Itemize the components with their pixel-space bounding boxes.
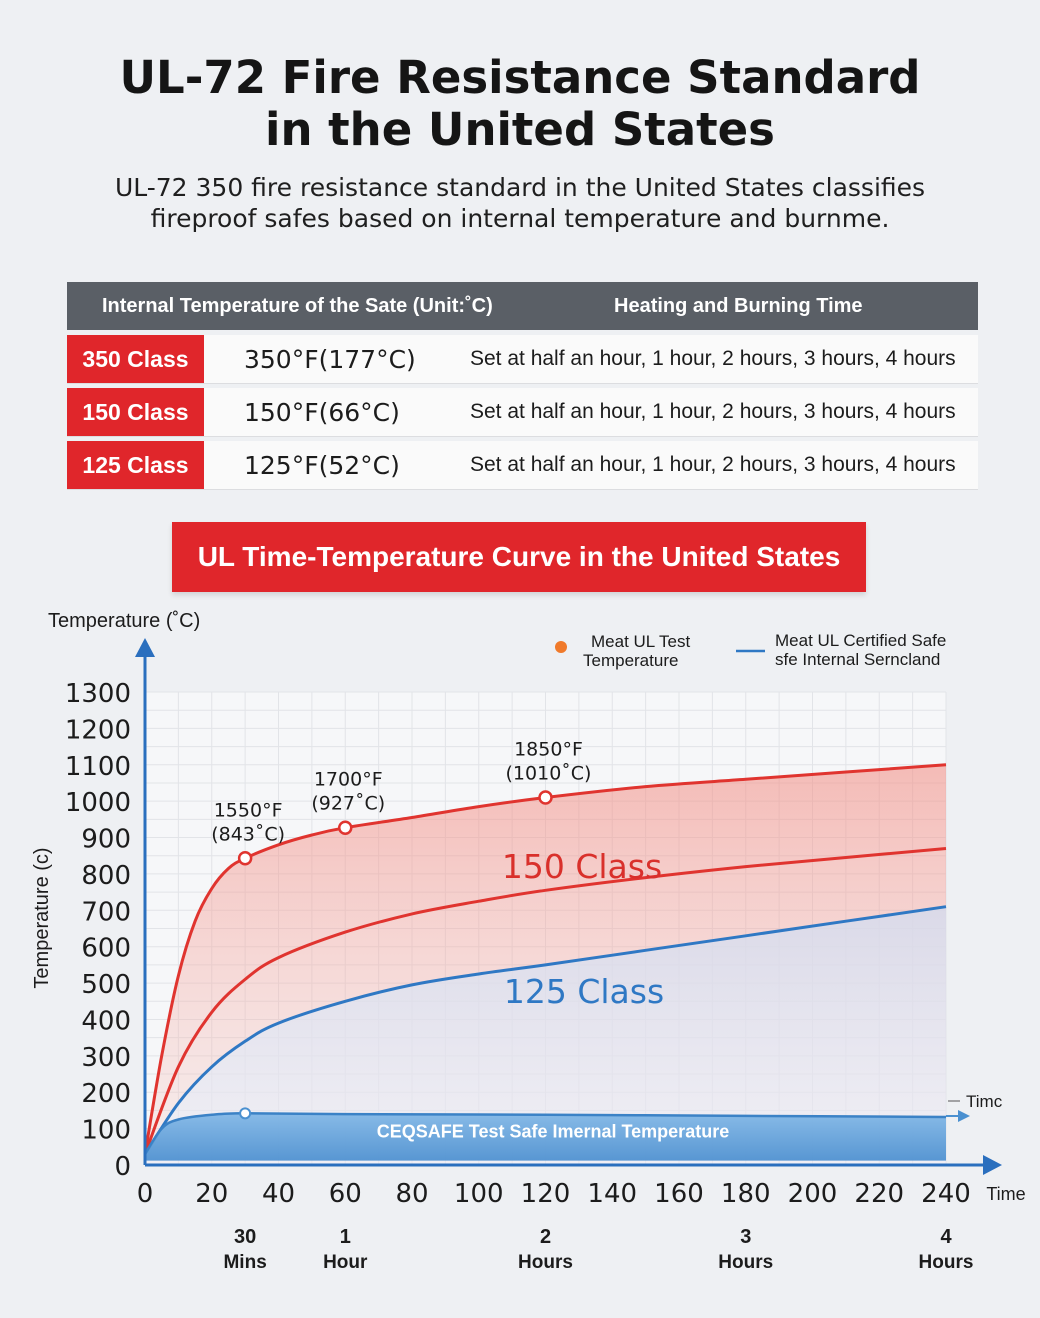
y-tick-label: 800 [81,861,131,891]
title-line-2: in the United States [265,103,775,156]
table-header-temperature: Internal Temperature of the Sate (Unit:˚… [102,294,493,317]
class-temperature: 125°F(52°C) [244,450,400,480]
class-table: Internal Temperature of the Sate (Unit:˚… [67,282,978,489]
internal-temperature-line [143,1112,947,1155]
legend-item-1-line1: Meat UL Test [591,632,690,651]
internal-temperature-band [145,1113,946,1161]
subtitle-line-2: fireproof safes based on internal temper… [150,204,890,233]
x-tick-label: 60 [329,1179,362,1209]
x-axis-title: Time [986,1184,1025,1204]
hour-mark-unit: Hour [323,1252,368,1273]
legend-item-1-line2: Temperature [583,651,678,670]
x-tick-label: 220 [854,1179,904,1209]
hour-mark-unit: Mins [223,1252,266,1273]
x-tick-label: 120 [521,1179,571,1209]
hour-mark-number: 3 [740,1226,751,1248]
class-badge: 125 Class [67,441,204,489]
table-row-125: 125 Class 125°F(52°C) Set at half an hou… [67,441,978,489]
annotation-marker [338,820,353,835]
internal-temperature-marker [239,1107,252,1120]
time-arrow-label: Timc [966,1092,1003,1111]
y-tick-label: 200 [81,1079,131,1109]
class-time: Set at half an hour, 1 hour, 2 hours, 3 … [470,400,956,423]
table-row-350: 350 Class 350°F(177°C) Set at half an ho… [67,335,978,383]
legend-item-2-line1: Meat UL Certified Safe [775,631,946,650]
annotation-marker [538,790,553,805]
hour-mark-number: 2 [540,1226,551,1248]
y-tick-label: 1200 [65,715,131,745]
y-tick-label: 100 [81,1116,131,1146]
title-line-1: UL-72 Fire Resistance Standard [119,51,921,104]
page-subtitle: UL-72 350 fire resistance standard in th… [0,172,1040,234]
annotation-celsius: (1010˚C) [506,763,592,785]
class-badge: 150 Class [67,388,204,436]
x-tick-label: 0 [137,1179,154,1209]
x-axis-arrow [983,1155,1002,1175]
series-label-125-class: 125 Class [504,972,664,1011]
hour-mark-unit: Hours [518,1252,573,1273]
x-tick-label: 40 [262,1179,295,1209]
annotation-celsius: (927˚C) [311,793,385,815]
area-red-band [145,764,946,1155]
y-axis-title-top: Temperature (˚C) [48,610,200,632]
legend-dot-marker [555,641,567,653]
legend-item-2-line2: sfe Internal Serncland [775,650,940,669]
area-under-125-class [145,906,946,1165]
ul-test-temperature-line [143,763,947,1155]
class-badge: 350 Class [67,335,204,383]
y-tick-label: 400 [81,1006,131,1036]
hour-mark-number: 30 [234,1226,256,1248]
time-arrow-head [958,1110,970,1122]
class-time: Set at half an hour, 1 hour, 2 hours, 3 … [470,347,956,370]
x-tick-label: 80 [395,1179,428,1209]
series-label-150-class: 150 Class [502,847,662,886]
table-row-150: 150 Class 150°F(66°C) Set at half an hou… [67,388,978,436]
class-150-line [143,847,947,1155]
x-tick-label: 240 [921,1179,971,1209]
y-tick-label: 1000 [65,788,131,818]
subtitle-line-1: UL-72 350 fire resistance standard in th… [114,173,926,202]
class-temperature: 150°F(66°C) [244,397,400,427]
hour-mark-unit: Hours [919,1252,974,1273]
x-tick-label: 180 [721,1179,771,1209]
annotation-celsius: (843˚C) [211,823,285,845]
x-tick-label: 20 [195,1179,228,1209]
annotation-fahrenheit: 1550°F [214,799,283,821]
y-tick-label: 1100 [65,752,131,782]
table-header-time: Heating and Burning Time [614,294,863,317]
y-tick-label: 0 [114,1152,131,1182]
annotation-fahrenheit: 1700°F [314,769,383,791]
table-header: Internal Temperature of the Sate (Unit:˚… [67,282,978,330]
hour-mark-number: 1 [340,1226,351,1248]
y-tick-label: 500 [81,970,131,1000]
curve-banner: UL Time-Temperature Curve in the United … [172,522,866,592]
y-tick-label: 600 [81,934,131,964]
y-tick-label: 900 [81,825,131,855]
y-tick-label: 1300 [65,679,131,709]
x-tick-label: 200 [788,1179,838,1209]
annotation-marker [237,851,253,866]
y-tick-label: 700 [81,897,131,927]
x-tick-label: 140 [587,1179,637,1209]
x-tick-label: 100 [454,1179,504,1209]
y-axis-arrow [135,638,155,657]
y-axis-title-side: Temperature (c) [31,847,53,988]
hour-mark-unit: Hours [718,1252,773,1273]
class-time: Set at half an hour, 1 hour, 2 hours, 3 … [470,453,956,476]
page-title: UL-72 Fire Resistance Standard in the Un… [0,52,1040,156]
y-tick-label: 300 [81,1043,131,1073]
internal-band-label: CEQSAFE Test Safe Imernal Temperature [377,1122,729,1142]
hour-mark-number: 4 [940,1226,952,1248]
annotation-fahrenheit: 1850°F [514,739,583,761]
class-temperature: 350°F(177°C) [244,344,416,374]
class-125-line [143,905,947,1155]
x-tick-label: 160 [654,1179,704,1209]
